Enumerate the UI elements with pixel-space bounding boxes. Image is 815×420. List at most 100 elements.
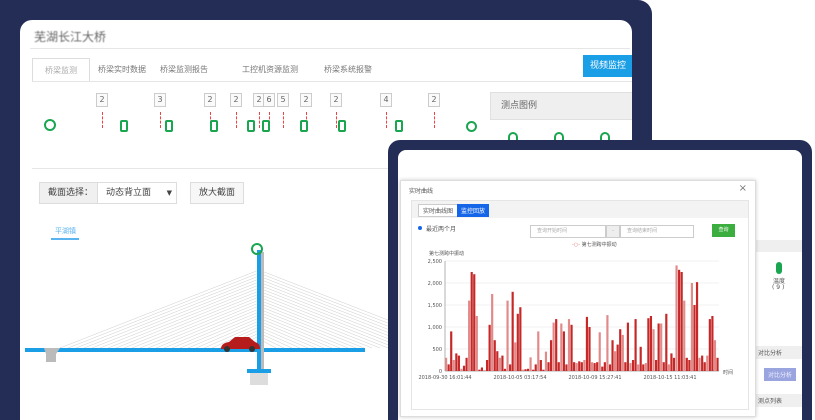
data-bar xyxy=(695,282,699,371)
close-icon[interactable]: × xyxy=(738,183,747,194)
data-bar xyxy=(624,362,627,371)
data-bar xyxy=(470,272,473,371)
data-bar xyxy=(542,369,545,371)
marker-count[interactable]: 2 xyxy=(96,93,108,107)
strain-sensor-icon[interactable] xyxy=(247,120,255,132)
tab-bridge-monitor[interactable]: 桥梁监测 xyxy=(32,58,90,82)
marker-count[interactable]: 2 xyxy=(428,93,440,107)
data-bar xyxy=(701,355,704,371)
range-separator: - xyxy=(606,225,620,238)
marker-count[interactable]: 2 xyxy=(204,93,216,107)
panel-header xyxy=(756,240,802,252)
tab-system-alarm[interactable]: 桥梁系统报警 xyxy=(324,65,372,74)
data-bar xyxy=(680,272,683,371)
strain-sensor-icon[interactable] xyxy=(120,120,128,132)
marker-count[interactable]: 3 xyxy=(154,93,166,107)
data-bar xyxy=(637,364,640,371)
data-bar xyxy=(603,362,606,371)
modal-body: 实时曲线图 监控回放 最近两个月 查询开始时间 - 查询结束时间 查询 -○- … xyxy=(411,200,749,410)
strain-sensor-icon[interactable] xyxy=(210,120,218,132)
arrow-left-icon xyxy=(51,238,79,240)
strain-sensor-icon[interactable] xyxy=(300,120,308,132)
data-bar xyxy=(555,319,558,371)
strain-sensor-icon[interactable] xyxy=(338,120,346,132)
data-bar xyxy=(642,364,645,371)
x-tick-label: 2018-10-09 15:27:41 xyxy=(568,375,621,381)
data-bar xyxy=(539,360,542,371)
marker-count[interactable]: 2 xyxy=(300,93,312,107)
list-header: 测点列表 xyxy=(756,394,802,407)
y-tick-label: 1,500 xyxy=(428,303,442,309)
query-button[interactable]: 查询 xyxy=(712,224,735,237)
legend-sensor-icon xyxy=(600,132,610,140)
car-icon xyxy=(221,337,260,352)
start-time-input[interactable]: 查询开始时间 xyxy=(530,225,606,238)
data-bar xyxy=(549,340,553,371)
section-select[interactable]: 动态背立面 ▼ xyxy=(97,182,177,204)
data-bar xyxy=(657,323,660,371)
marker-line xyxy=(336,112,337,128)
data-bar xyxy=(544,351,548,371)
data-bar xyxy=(631,360,635,371)
data-bar xyxy=(483,370,486,371)
data-bar xyxy=(580,362,583,371)
tab-underline xyxy=(32,81,632,82)
chart-legend: -○- 第七测跨中振动 xyxy=(572,241,617,248)
compare-button[interactable]: 对比分析 xyxy=(764,368,797,381)
data-bar xyxy=(614,351,617,371)
bridge-diagram xyxy=(25,243,461,385)
data-bar xyxy=(678,269,681,371)
chevron-down-icon: ▼ xyxy=(166,189,172,197)
data-bar xyxy=(593,363,596,371)
data-bar xyxy=(619,329,622,371)
data-bar xyxy=(532,369,535,371)
data-bar xyxy=(644,363,647,371)
data-bar xyxy=(524,369,527,371)
tab-monitor-report[interactable]: 桥梁监测报告 xyxy=(160,65,208,74)
marker-count[interactable]: 6 xyxy=(263,93,275,107)
marker-count[interactable]: 4 xyxy=(380,93,392,107)
tab-realtime-chart[interactable]: 实时曲线图 xyxy=(418,204,459,217)
data-bar xyxy=(460,368,463,371)
bridge-tower xyxy=(257,250,261,380)
tab-realtime-data[interactable]: 桥梁实时数据 xyxy=(98,65,146,74)
data-bar xyxy=(519,307,522,371)
strain-sensor-icon[interactable] xyxy=(165,120,173,132)
marker-count[interactable]: 2 xyxy=(330,93,342,107)
video-monitor-button[interactable]: 视频监控 xyxy=(583,55,632,77)
data-bar xyxy=(570,324,573,371)
data-bar xyxy=(557,362,560,371)
end-time-input[interactable]: 查询结束时间 xyxy=(620,225,694,238)
data-bar xyxy=(491,294,494,371)
accelerometer-icon[interactable] xyxy=(44,119,56,131)
data-bar xyxy=(588,327,591,371)
marker-line xyxy=(434,112,435,128)
data-bar xyxy=(468,300,471,371)
abutment xyxy=(44,348,60,362)
data-bar xyxy=(626,322,629,371)
data-bar xyxy=(698,357,701,371)
tab-resource-monitor[interactable]: 工控机资源监测 xyxy=(242,65,298,74)
data-bar xyxy=(649,316,653,371)
radio-recent[interactable] xyxy=(418,226,422,230)
data-bar xyxy=(509,364,512,371)
marker-line xyxy=(283,112,284,128)
data-bar xyxy=(672,357,676,371)
temperature-label: 温度 xyxy=(773,278,786,285)
marker-count[interactable]: 5 xyxy=(277,93,289,107)
tab-playback[interactable]: 监控回放 xyxy=(457,204,490,217)
zoom-section-button[interactable]: 放大截面 xyxy=(190,182,245,204)
data-bar xyxy=(647,318,650,371)
data-bar xyxy=(511,291,514,371)
data-bar xyxy=(660,323,663,371)
disabled-sensor-icon[interactable] xyxy=(466,121,477,132)
strain-sensor-icon[interactable] xyxy=(395,120,403,132)
strain-sensor-icon[interactable] xyxy=(262,120,270,132)
stay-cables xyxy=(59,269,461,349)
sensor-icon xyxy=(251,243,263,255)
data-bar xyxy=(537,331,540,371)
marker-count[interactable]: 2 xyxy=(230,93,242,107)
y-tick-label: 2,000 xyxy=(428,281,442,287)
legend-marker-icon: -○- xyxy=(572,242,580,248)
tower-shadow xyxy=(261,252,264,380)
